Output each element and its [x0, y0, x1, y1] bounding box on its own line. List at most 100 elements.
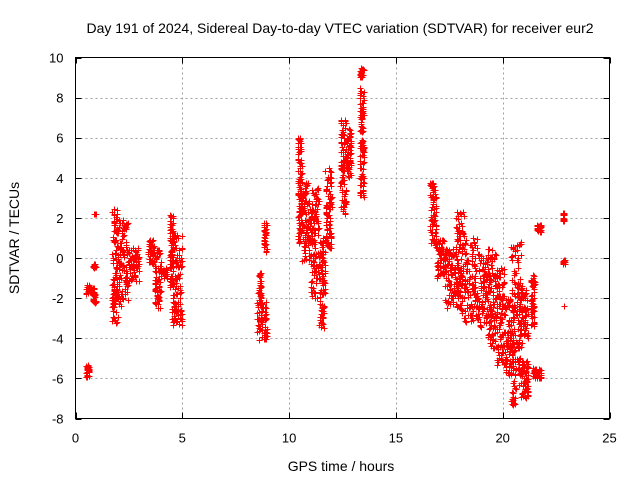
data-point — [123, 224, 130, 231]
data-point — [484, 296, 491, 303]
data-point — [459, 307, 466, 314]
data-point — [469, 282, 476, 289]
data-point — [429, 204, 436, 211]
axis-ticks — [75, 57, 611, 420]
data-point — [313, 265, 320, 272]
data-point — [463, 319, 470, 326]
data-point — [447, 287, 454, 294]
data-point — [339, 197, 346, 204]
data-point — [494, 283, 501, 290]
data-point — [147, 243, 154, 250]
data-point — [448, 281, 455, 288]
data-point — [148, 249, 155, 256]
data-point — [455, 228, 462, 235]
data-point — [470, 308, 477, 315]
data-point — [125, 282, 132, 289]
data-point — [173, 235, 180, 242]
data-point — [310, 285, 317, 292]
data-point — [316, 198, 323, 205]
data-point — [315, 218, 322, 225]
data-point — [299, 225, 306, 232]
y-tick-label: 10 — [49, 51, 63, 66]
data-point — [488, 314, 495, 321]
data-point — [311, 237, 318, 244]
data-point — [504, 357, 511, 364]
data-point — [341, 132, 348, 139]
data-point — [468, 301, 475, 308]
data-point — [263, 248, 270, 255]
data-point — [328, 169, 335, 176]
data-point — [175, 272, 182, 279]
data-point — [464, 288, 471, 295]
data-point — [453, 279, 460, 286]
data-point — [314, 186, 321, 193]
data-point — [321, 259, 328, 266]
data-point — [316, 261, 323, 268]
data-point — [259, 308, 266, 315]
data-point — [510, 332, 517, 339]
data-point — [497, 315, 504, 322]
data-point — [121, 232, 128, 239]
data-point — [481, 283, 488, 290]
x-tick-labels: 0 5 10 15 20 25 — [72, 431, 617, 446]
data-point — [476, 267, 483, 274]
data-point — [320, 305, 327, 312]
data-point — [360, 160, 367, 167]
data-point — [458, 211, 465, 218]
data-point — [461, 315, 468, 322]
data-point — [84, 374, 91, 381]
data-point — [489, 247, 496, 254]
data-point — [486, 331, 493, 338]
data-point — [480, 260, 487, 267]
data-point — [432, 217, 439, 224]
data-point — [347, 155, 354, 162]
data-point — [323, 202, 330, 209]
data-point — [149, 238, 156, 245]
data-point — [117, 272, 124, 279]
data-point — [456, 227, 463, 234]
data-point — [460, 231, 467, 238]
data-point — [454, 209, 461, 216]
data-point — [457, 210, 464, 217]
y-tick-label: -8 — [52, 412, 64, 427]
data-point — [321, 304, 328, 311]
data-point — [326, 199, 333, 206]
data-point — [324, 177, 331, 184]
data-point — [475, 311, 482, 318]
data-point — [130, 265, 137, 272]
data-point — [436, 241, 443, 248]
data-point — [316, 254, 323, 261]
data-point — [561, 303, 568, 310]
data-point — [434, 273, 441, 280]
data-point — [167, 254, 174, 261]
data-point — [155, 301, 162, 308]
data-point — [314, 295, 321, 302]
data-point — [299, 170, 306, 177]
data-point — [119, 236, 126, 243]
data-point — [116, 276, 123, 283]
data-point — [328, 235, 335, 242]
data-point — [495, 346, 502, 353]
y-tick-labels: -8 -6 -4 -2 0 2 4 6 8 10 — [49, 51, 63, 427]
data-point — [170, 220, 177, 227]
data-point — [487, 288, 494, 295]
data-point — [264, 333, 271, 340]
data-point — [157, 288, 164, 295]
data-point — [322, 249, 329, 256]
data-point — [262, 317, 269, 324]
data-point — [317, 250, 324, 257]
data-point — [359, 137, 366, 144]
data-point — [463, 237, 470, 244]
data-point — [153, 277, 160, 284]
data-point — [123, 239, 130, 246]
data-point — [113, 320, 120, 327]
data-point — [462, 318, 469, 325]
data-point — [315, 185, 322, 192]
data-point — [344, 151, 351, 158]
data-point — [327, 231, 334, 238]
data-point — [474, 236, 481, 243]
data-point — [448, 253, 455, 260]
data-point — [361, 89, 368, 96]
y-tick-label: 4 — [56, 171, 63, 186]
